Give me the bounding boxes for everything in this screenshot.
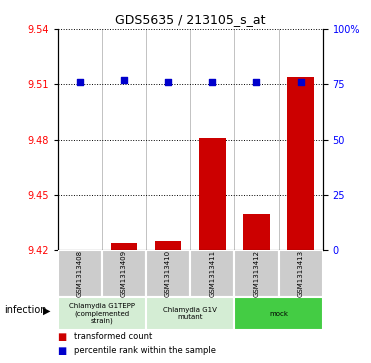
Bar: [58, 250, 102, 297]
Bar: [288, 77, 314, 250]
Point: [298, 79, 303, 85]
Text: ▶: ▶: [43, 305, 50, 315]
Text: GSM1313411: GSM1313411: [209, 250, 215, 297]
Bar: [146, 250, 190, 297]
Bar: [190, 250, 234, 297]
Point: [77, 79, 83, 85]
Bar: [234, 297, 323, 330]
Bar: [199, 138, 226, 250]
Bar: [58, 297, 146, 330]
Text: Chlamydia G1TEPP
(complemented
strain): Chlamydia G1TEPP (complemented strain): [69, 303, 135, 324]
Text: transformed count: transformed count: [74, 333, 152, 341]
Bar: [102, 250, 146, 297]
Text: GSM1313409: GSM1313409: [121, 250, 127, 297]
Point: [121, 77, 127, 83]
Text: mock: mock: [269, 311, 288, 317]
Text: GSM1313410: GSM1313410: [165, 250, 171, 297]
Text: infection: infection: [4, 305, 46, 315]
Text: ■: ■: [58, 346, 67, 356]
Title: GDS5635 / 213105_s_at: GDS5635 / 213105_s_at: [115, 13, 265, 26]
Point: [253, 79, 259, 85]
Text: GSM1313413: GSM1313413: [298, 250, 304, 297]
Text: ■: ■: [58, 332, 67, 342]
Bar: [111, 243, 137, 250]
Text: GSM1313412: GSM1313412: [253, 250, 259, 297]
Text: percentile rank within the sample: percentile rank within the sample: [74, 346, 216, 355]
Bar: [146, 297, 234, 330]
Point: [165, 79, 171, 85]
Bar: [234, 250, 279, 297]
Bar: [243, 213, 270, 250]
Point: [209, 79, 215, 85]
Bar: [279, 250, 323, 297]
Text: Chlamydia G1V
mutant: Chlamydia G1V mutant: [163, 307, 217, 320]
Bar: [155, 241, 181, 250]
Text: GSM1313408: GSM1313408: [76, 250, 83, 297]
